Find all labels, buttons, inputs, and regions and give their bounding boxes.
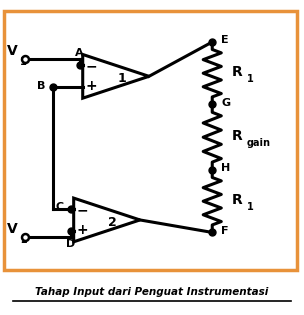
Text: −: − bbox=[85, 59, 97, 73]
Text: 1: 1 bbox=[247, 202, 254, 212]
Text: +: + bbox=[76, 223, 88, 237]
Text: D: D bbox=[66, 239, 75, 249]
Text: 2: 2 bbox=[109, 216, 117, 229]
Text: B: B bbox=[37, 81, 45, 91]
Text: A: A bbox=[75, 48, 84, 58]
Text: +: + bbox=[85, 79, 97, 93]
Text: −: − bbox=[76, 203, 88, 217]
Text: E: E bbox=[221, 35, 229, 45]
Text: 1: 1 bbox=[247, 74, 254, 84]
Text: R: R bbox=[232, 193, 243, 207]
Text: gain: gain bbox=[247, 138, 271, 148]
Text: R: R bbox=[232, 65, 243, 79]
Text: C: C bbox=[55, 203, 63, 212]
Text: 1: 1 bbox=[118, 72, 126, 85]
Text: 1: 1 bbox=[20, 57, 27, 67]
Text: H: H bbox=[221, 163, 230, 174]
Text: F: F bbox=[221, 226, 229, 236]
Text: R: R bbox=[232, 129, 243, 143]
Text: 2: 2 bbox=[20, 235, 27, 245]
Text: V: V bbox=[7, 44, 17, 58]
Text: V: V bbox=[7, 222, 17, 236]
Text: G: G bbox=[221, 98, 230, 108]
Text: Tahap Input dari Penguat Instrumentasi: Tahap Input dari Penguat Instrumentasi bbox=[35, 287, 269, 297]
